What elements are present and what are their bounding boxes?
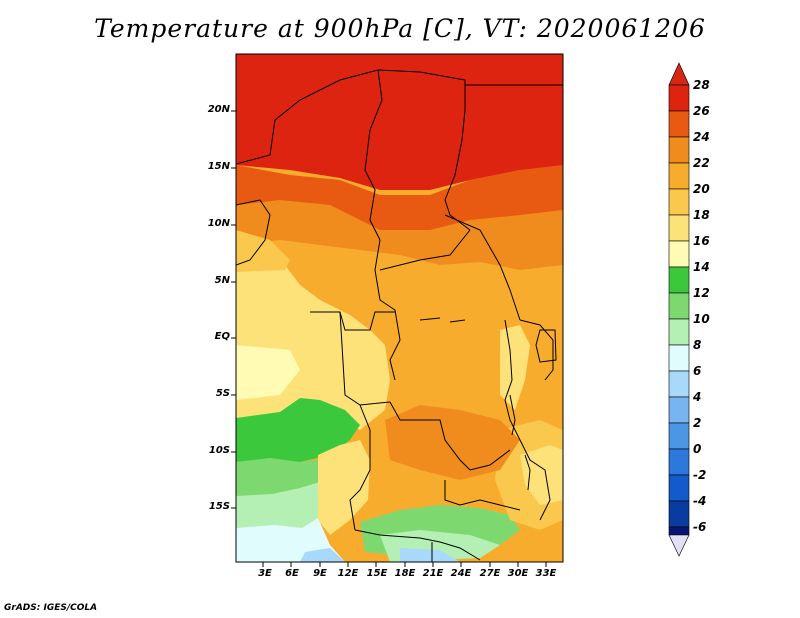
lon-label: 24E <box>450 568 472 579</box>
lon-label: 33E <box>535 568 557 579</box>
lat-label: EQ <box>214 331 230 342</box>
field-22-24-interior <box>385 405 520 480</box>
field-16-18-angola <box>318 440 370 535</box>
field-8-10 <box>236 482 320 532</box>
lon-ticks <box>262 562 547 567</box>
field-10-12 <box>236 458 330 500</box>
field-26-28 <box>236 54 563 190</box>
colorbar-label: 22 <box>693 156 710 170</box>
colorbar-label: 6 <box>693 364 702 378</box>
map-frame <box>235 53 564 563</box>
colorbar-under-triangle <box>668 534 690 557</box>
temperature-field <box>236 54 563 562</box>
field-4-6 <box>300 548 345 562</box>
lon-label: 21E <box>422 568 444 579</box>
lon-label: 27E <box>479 568 501 579</box>
colorbar-label: 16 <box>693 234 710 248</box>
colorbar-label: 20 <box>693 182 710 196</box>
credit-text: GrADS: IGES/COLA <box>4 603 98 613</box>
colorbar-label: 2 <box>693 416 702 430</box>
field-16-18-east <box>500 325 530 410</box>
lat-label: 5N <box>214 275 230 286</box>
lon-label: 9E <box>313 568 327 579</box>
colorbar-label: 8 <box>693 338 702 352</box>
colorbar-over-triangle <box>668 62 690 86</box>
lon-label: 30E <box>507 568 529 579</box>
lat-label: 15N <box>207 161 230 172</box>
lakes <box>419 317 557 491</box>
lon-label: 3E <box>258 568 272 579</box>
lat-label: 5S <box>215 388 230 399</box>
colorbar-label: 10 <box>693 312 710 326</box>
field-16-18-patch <box>236 345 300 400</box>
colorbar-label: -6 <box>693 520 707 534</box>
lat-label: 15S <box>208 501 230 512</box>
chart-title: Temperature at 900hPa [C], VT: 202006120… <box>94 14 706 43</box>
field-24-26 <box>236 160 563 230</box>
lat-label: 20N <box>207 104 230 115</box>
colorbar-label: -4 <box>693 494 707 508</box>
colorbar-label: -2 <box>693 468 707 482</box>
colorbar-label: 0 <box>693 442 702 456</box>
lon-label: 12E <box>337 568 359 579</box>
field-20-22-west <box>236 230 290 272</box>
colorbar-label: 26 <box>693 104 710 118</box>
lon-label: 6E <box>285 568 299 579</box>
country-borders <box>236 69 563 562</box>
lon-label: 18E <box>394 568 416 579</box>
colorbar-label: 24 <box>693 130 710 144</box>
colorbar-label: 4 <box>693 390 702 404</box>
colorbar-label: 14 <box>693 260 710 274</box>
colorbar-label: 12 <box>693 286 710 300</box>
colorbar-label: 18 <box>693 208 710 222</box>
lat-label: 10S <box>208 445 230 456</box>
lon-label: 15E <box>366 568 388 579</box>
colorbar <box>668 62 690 557</box>
lat-label: 10N <box>207 218 230 229</box>
field-cool-south <box>400 548 460 562</box>
colorbar-label: 28 <box>693 78 710 92</box>
lat-ticks <box>231 110 236 509</box>
field-12-14 <box>236 398 360 466</box>
